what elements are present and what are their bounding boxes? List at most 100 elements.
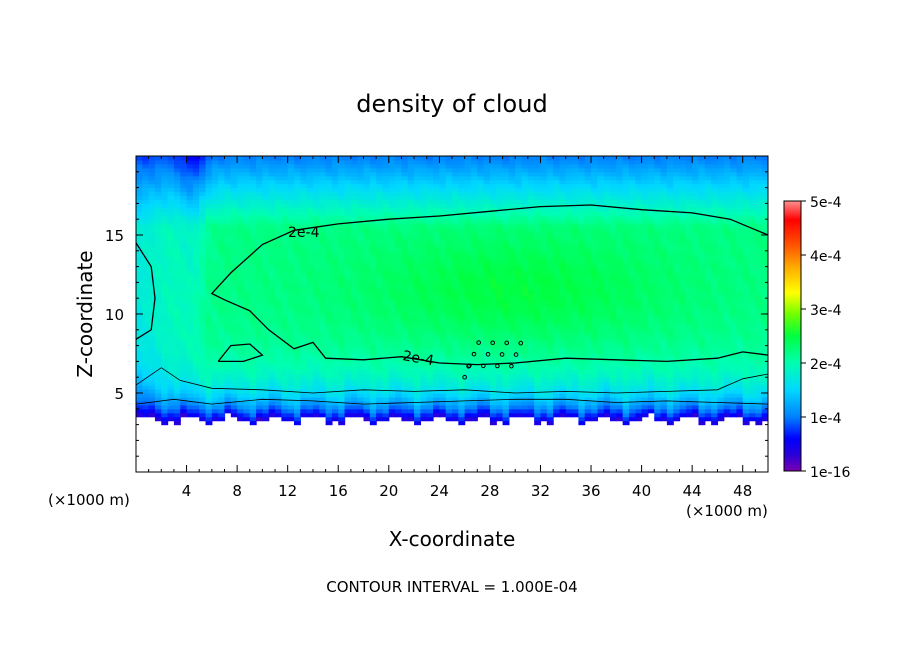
field-cell — [205, 278, 213, 283]
field-cell — [357, 353, 365, 359]
field-cell — [148, 412, 156, 418]
field-cell — [496, 286, 504, 291]
field-cell — [136, 282, 143, 287]
field-cell — [534, 254, 542, 260]
field-cell — [521, 385, 529, 390]
field-cell — [591, 258, 598, 264]
field-cell — [578, 219, 586, 224]
field-cell — [477, 389, 485, 394]
field-cell — [546, 227, 554, 232]
field-cell — [325, 365, 333, 370]
field-cell — [483, 294, 491, 299]
field-cell — [603, 393, 611, 398]
field-cell — [268, 219, 276, 224]
field-cell — [540, 345, 548, 351]
field-cell — [508, 191, 516, 197]
field-cell — [496, 317, 504, 323]
field-cell — [578, 393, 586, 398]
field-cell — [142, 329, 150, 335]
field-cell — [546, 317, 554, 323]
field-cell — [502, 389, 510, 394]
field-cell — [331, 227, 339, 232]
field-cell — [338, 278, 346, 283]
field-cell — [559, 353, 567, 359]
field-cell — [344, 179, 352, 185]
field-cell — [483, 337, 491, 343]
field-cell — [521, 389, 529, 394]
field-cell — [300, 325, 308, 331]
field-cell — [281, 369, 289, 374]
field-cell — [464, 306, 472, 311]
field-cell — [433, 341, 440, 347]
field-cell — [591, 211, 598, 216]
field-cell — [369, 361, 377, 366]
field-cell — [262, 333, 270, 339]
field-cell — [426, 412, 434, 418]
field-cell — [527, 381, 535, 386]
field-cell — [218, 361, 226, 366]
field-cell — [167, 314, 175, 319]
field-cell — [161, 294, 169, 299]
field-cell — [173, 171, 181, 177]
field-cell — [344, 389, 352, 394]
field-cell — [553, 254, 561, 260]
field-cell — [508, 302, 516, 307]
field-cell — [205, 317, 213, 323]
field-cell — [376, 278, 384, 283]
field-cell — [338, 258, 346, 264]
field-cell — [584, 389, 592, 394]
field-cell — [344, 341, 352, 347]
field-cell — [224, 373, 232, 378]
field-cell — [148, 250, 156, 256]
field-cell — [161, 254, 169, 260]
field-cell — [199, 274, 207, 280]
field-cell — [167, 353, 175, 359]
field-cell — [483, 404, 491, 410]
field-cell — [591, 361, 598, 366]
field-cell — [433, 377, 440, 382]
field-cell — [167, 298, 175, 303]
field-cell — [249, 195, 257, 201]
field-cell — [559, 278, 567, 283]
field-cell — [470, 231, 478, 236]
field-cell — [591, 396, 598, 402]
field-cell — [439, 262, 447, 268]
field-cell — [338, 223, 346, 228]
field-cell — [325, 396, 333, 402]
field-cell — [167, 412, 175, 418]
field-cell — [376, 365, 384, 370]
field-cell — [546, 385, 554, 390]
field-cell — [578, 223, 586, 228]
field-cell — [319, 393, 327, 398]
field-cell — [376, 329, 384, 335]
field-cell — [496, 353, 504, 359]
field-cell — [249, 290, 257, 295]
field-cell — [496, 294, 504, 299]
field-cell — [591, 325, 598, 331]
field-cell — [578, 302, 586, 307]
field-cell — [433, 223, 440, 228]
field-cell — [470, 310, 478, 315]
field-cell — [420, 377, 428, 382]
field-cell — [199, 183, 207, 189]
field-cell — [502, 179, 510, 185]
field-cell — [470, 223, 478, 228]
field-cell — [211, 412, 219, 418]
field-cell — [445, 333, 453, 339]
field-cell — [527, 314, 535, 319]
field-cell — [401, 191, 409, 197]
field-cell — [331, 156, 339, 161]
field-cell — [395, 333, 403, 339]
field-cell — [388, 349, 396, 355]
field-cell — [420, 274, 428, 280]
field-cell — [243, 310, 251, 315]
field-cell — [515, 199, 523, 204]
field-cell — [338, 353, 346, 359]
field-cell — [515, 389, 523, 394]
field-cell — [300, 278, 308, 283]
field-cell — [294, 310, 301, 315]
field-cell — [527, 393, 535, 398]
field-cell — [243, 377, 251, 382]
field-cell — [249, 246, 257, 252]
field-cell — [268, 211, 276, 216]
